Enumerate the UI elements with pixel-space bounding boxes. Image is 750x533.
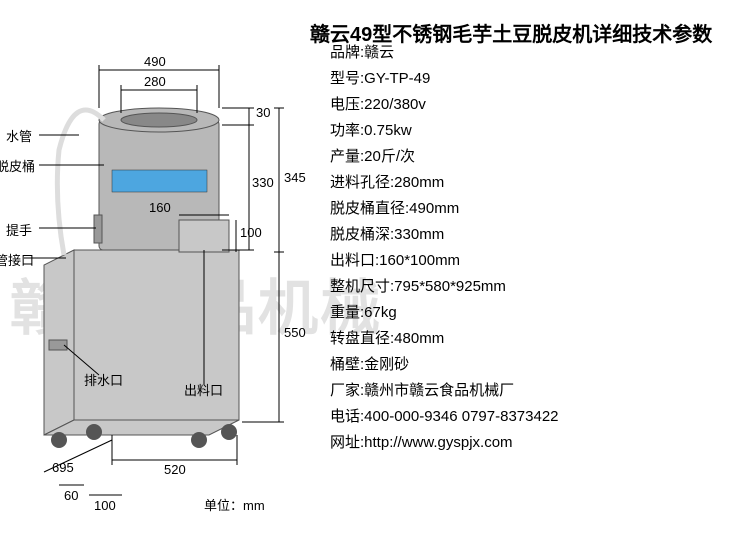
dim-100b: 100	[94, 498, 116, 513]
dim-160: 160	[149, 200, 171, 215]
dim-280: 280	[144, 74, 166, 89]
spec-value: 220/380v	[364, 92, 426, 118]
spec-row: 品牌: 赣云	[330, 40, 740, 66]
spec-value: 20斤/次	[364, 144, 415, 170]
spec-key: 厂家:	[330, 378, 364, 404]
spec-row: 进料孔径: 280mm	[330, 170, 740, 196]
spec-value: 0.75kw	[364, 118, 412, 144]
dim-520: 520	[164, 462, 186, 477]
spec-row: 脱皮桶深: 330mm	[330, 222, 740, 248]
spec-key: 转盘直径:	[330, 326, 394, 352]
spec-row: 产量: 20斤/次	[330, 144, 740, 170]
label-water-pipe: 水管	[6, 126, 32, 145]
spec-key: 型号:	[330, 66, 364, 92]
spec-value: GY-TP-49	[364, 66, 430, 92]
unit-label: 单位：mm	[204, 495, 265, 514]
label-drain: 排水口	[84, 370, 123, 389]
spec-key: 品牌:	[330, 40, 364, 66]
spec-row: 电压: 220/380v	[330, 92, 740, 118]
spec-key: 出料口:	[330, 248, 379, 274]
dim-30: 30	[256, 105, 270, 120]
dim-100: 100	[240, 225, 262, 240]
label-outlet: 出料口	[184, 380, 223, 399]
dim-695: 695	[52, 460, 74, 475]
spec-value: 金刚砂	[364, 352, 409, 378]
spec-row: 重量: 67kg	[330, 300, 740, 326]
spec-value: 490mm	[409, 196, 459, 222]
spec-row: 型号: GY-TP-49	[330, 66, 740, 92]
spec-key: 脱皮桶直径:	[330, 196, 409, 222]
spec-row: 转盘直径: 480mm	[330, 326, 740, 352]
spec-value: 赣州市赣云食品机械厂	[364, 378, 514, 404]
dim-345: 345	[284, 170, 306, 185]
spec-key: 进料孔径:	[330, 170, 394, 196]
label-peel-barrel: 脱皮桶	[0, 156, 35, 175]
spec-value: 795*580*925mm	[394, 274, 506, 300]
spec-key: 重量:	[330, 300, 364, 326]
spec-value: 400-000-9346 0797-8373422	[364, 404, 558, 430]
spec-key: 桶壁:	[330, 352, 364, 378]
spec-row: 脱皮桶直径: 490mm	[330, 196, 740, 222]
spec-value: 160*100mm	[379, 248, 460, 274]
dim-60: 60	[64, 488, 78, 503]
label-handle: 提手	[6, 220, 32, 239]
spec-value: 赣云	[364, 40, 394, 66]
spec-key: 整机尺寸:	[330, 274, 394, 300]
spec-row: 厂家: 赣州市赣云食品机械厂	[330, 378, 740, 404]
spec-key: 电话:	[330, 404, 364, 430]
spec-row: 桶壁: 金刚砂	[330, 352, 740, 378]
dim-330: 330	[252, 175, 274, 190]
spec-key: 功率:	[330, 118, 364, 144]
spec-row: 出料口: 160*100mm	[330, 248, 740, 274]
spec-value: 67kg	[364, 300, 397, 326]
spec-key: 网址:	[330, 430, 364, 456]
spec-key: 电压:	[330, 92, 364, 118]
spec-key: 产量:	[330, 144, 364, 170]
dim-550: 550	[284, 325, 306, 340]
spec-value: 480mm	[394, 326, 444, 352]
dim-490: 490	[144, 54, 166, 69]
spec-value: 280mm	[394, 170, 444, 196]
machine-diagram: 490 280 30 330 345 160 100 550 695 60 10…	[4, 40, 314, 520]
spec-row: 功率: 0.75kw	[330, 118, 740, 144]
spec-row: 整机尺寸: 795*580*925mm	[330, 274, 740, 300]
spec-row: 网址: http://www.gyspjx.com	[330, 430, 740, 456]
spec-value: http://www.gyspjx.com	[364, 430, 512, 456]
spec-key: 脱皮桶深:	[330, 222, 394, 248]
spec-row: 电话: 400-000-9346 0797-8373422	[330, 404, 740, 430]
spec-value: 330mm	[394, 222, 444, 248]
label-inlet: 水管接口	[0, 250, 34, 269]
spec-list: 品牌: 赣云型号: GY-TP-49电压: 220/380v功率: 0.75kw…	[330, 40, 740, 456]
